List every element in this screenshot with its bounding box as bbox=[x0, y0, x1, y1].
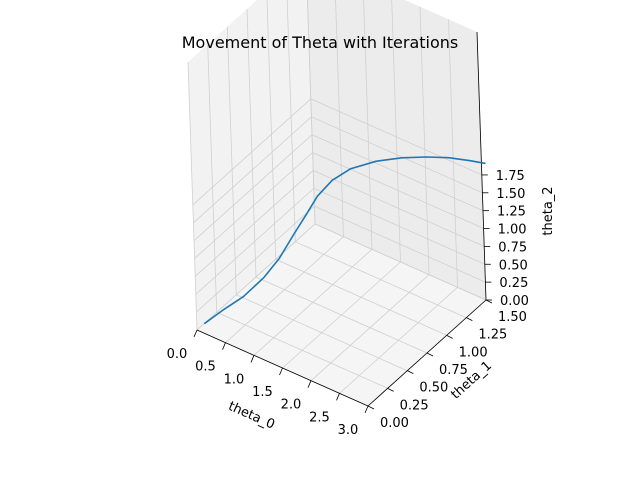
z-gridline bbox=[194, 169, 485, 277]
axis-ticks: 0.0 0.5 1.0 1.5 2.0 2.5 3.0 0.00 0.25 0.50 0.75 1.0… bbox=[167, 169, 529, 438]
z-gridline bbox=[196, 223, 487, 331]
z-tick-label: 0.00 bbox=[500, 294, 529, 309]
z-gridline bbox=[194, 152, 484, 259]
y-tick-label: 0.25 bbox=[400, 398, 429, 413]
x-tick bbox=[307, 380, 312, 388]
y-tick bbox=[446, 334, 453, 339]
x-tick-label: 2.0 bbox=[281, 398, 302, 413]
x-axis-label: theta_0 bbox=[226, 399, 277, 433]
series-layer bbox=[204, 156, 486, 325]
x-tick bbox=[193, 329, 198, 338]
x-tick-label: 0.5 bbox=[195, 360, 216, 375]
y-tick bbox=[387, 387, 394, 392]
y-tick-label: 1.00 bbox=[459, 345, 488, 360]
z-tick-label: 1.75 bbox=[496, 169, 525, 184]
z-gridline bbox=[196, 205, 486, 313]
z-tick-label: 1.25 bbox=[497, 205, 526, 220]
z-gridline bbox=[193, 116, 483, 224]
x-tick bbox=[250, 355, 255, 363]
z-gridline bbox=[192, 98, 482, 206]
z-axis-label: theta_2 bbox=[541, 186, 556, 235]
z-tick-label: 1.00 bbox=[498, 223, 527, 238]
y-tick bbox=[407, 370, 414, 375]
y-tick bbox=[466, 317, 473, 322]
x-tick-label: 0.0 bbox=[167, 347, 188, 362]
axis-panes bbox=[188, 0, 486, 406]
z-tick-label: 0.25 bbox=[499, 276, 528, 291]
z-gridline bbox=[193, 134, 484, 241]
side-pane bbox=[188, 0, 315, 330]
y-tick bbox=[485, 299, 493, 304]
z-tick-label: 0.75 bbox=[498, 240, 527, 255]
z-axis-line bbox=[476, 31, 487, 301]
x-tick bbox=[336, 393, 340, 401]
x-tick bbox=[279, 367, 283, 376]
z-gridline bbox=[195, 187, 485, 295]
y-tick-label: 1.25 bbox=[478, 328, 507, 343]
y-tick bbox=[426, 352, 434, 357]
z-tick-label: 1.50 bbox=[496, 187, 525, 202]
x-tick-label: 1.0 bbox=[224, 372, 245, 387]
x-tick-label: 1.5 bbox=[252, 385, 273, 400]
y-tick-label: 0.00 bbox=[380, 416, 409, 431]
y-tick-label: 0.50 bbox=[419, 381, 448, 396]
chart-title: Movement of Theta with Iterations bbox=[181, 33, 459, 52]
y-tick bbox=[367, 405, 375, 410]
x-tick bbox=[364, 405, 369, 414]
series-line-0 bbox=[204, 156, 486, 325]
x-tick bbox=[222, 342, 226, 350]
x-tick-label: 3.0 bbox=[338, 423, 359, 438]
x-tick-label: 2.5 bbox=[309, 410, 330, 425]
y-tick-label: 1.50 bbox=[498, 310, 527, 325]
y-tick-label: 0.75 bbox=[439, 363, 468, 378]
z-tick-label: 0.50 bbox=[499, 258, 528, 273]
